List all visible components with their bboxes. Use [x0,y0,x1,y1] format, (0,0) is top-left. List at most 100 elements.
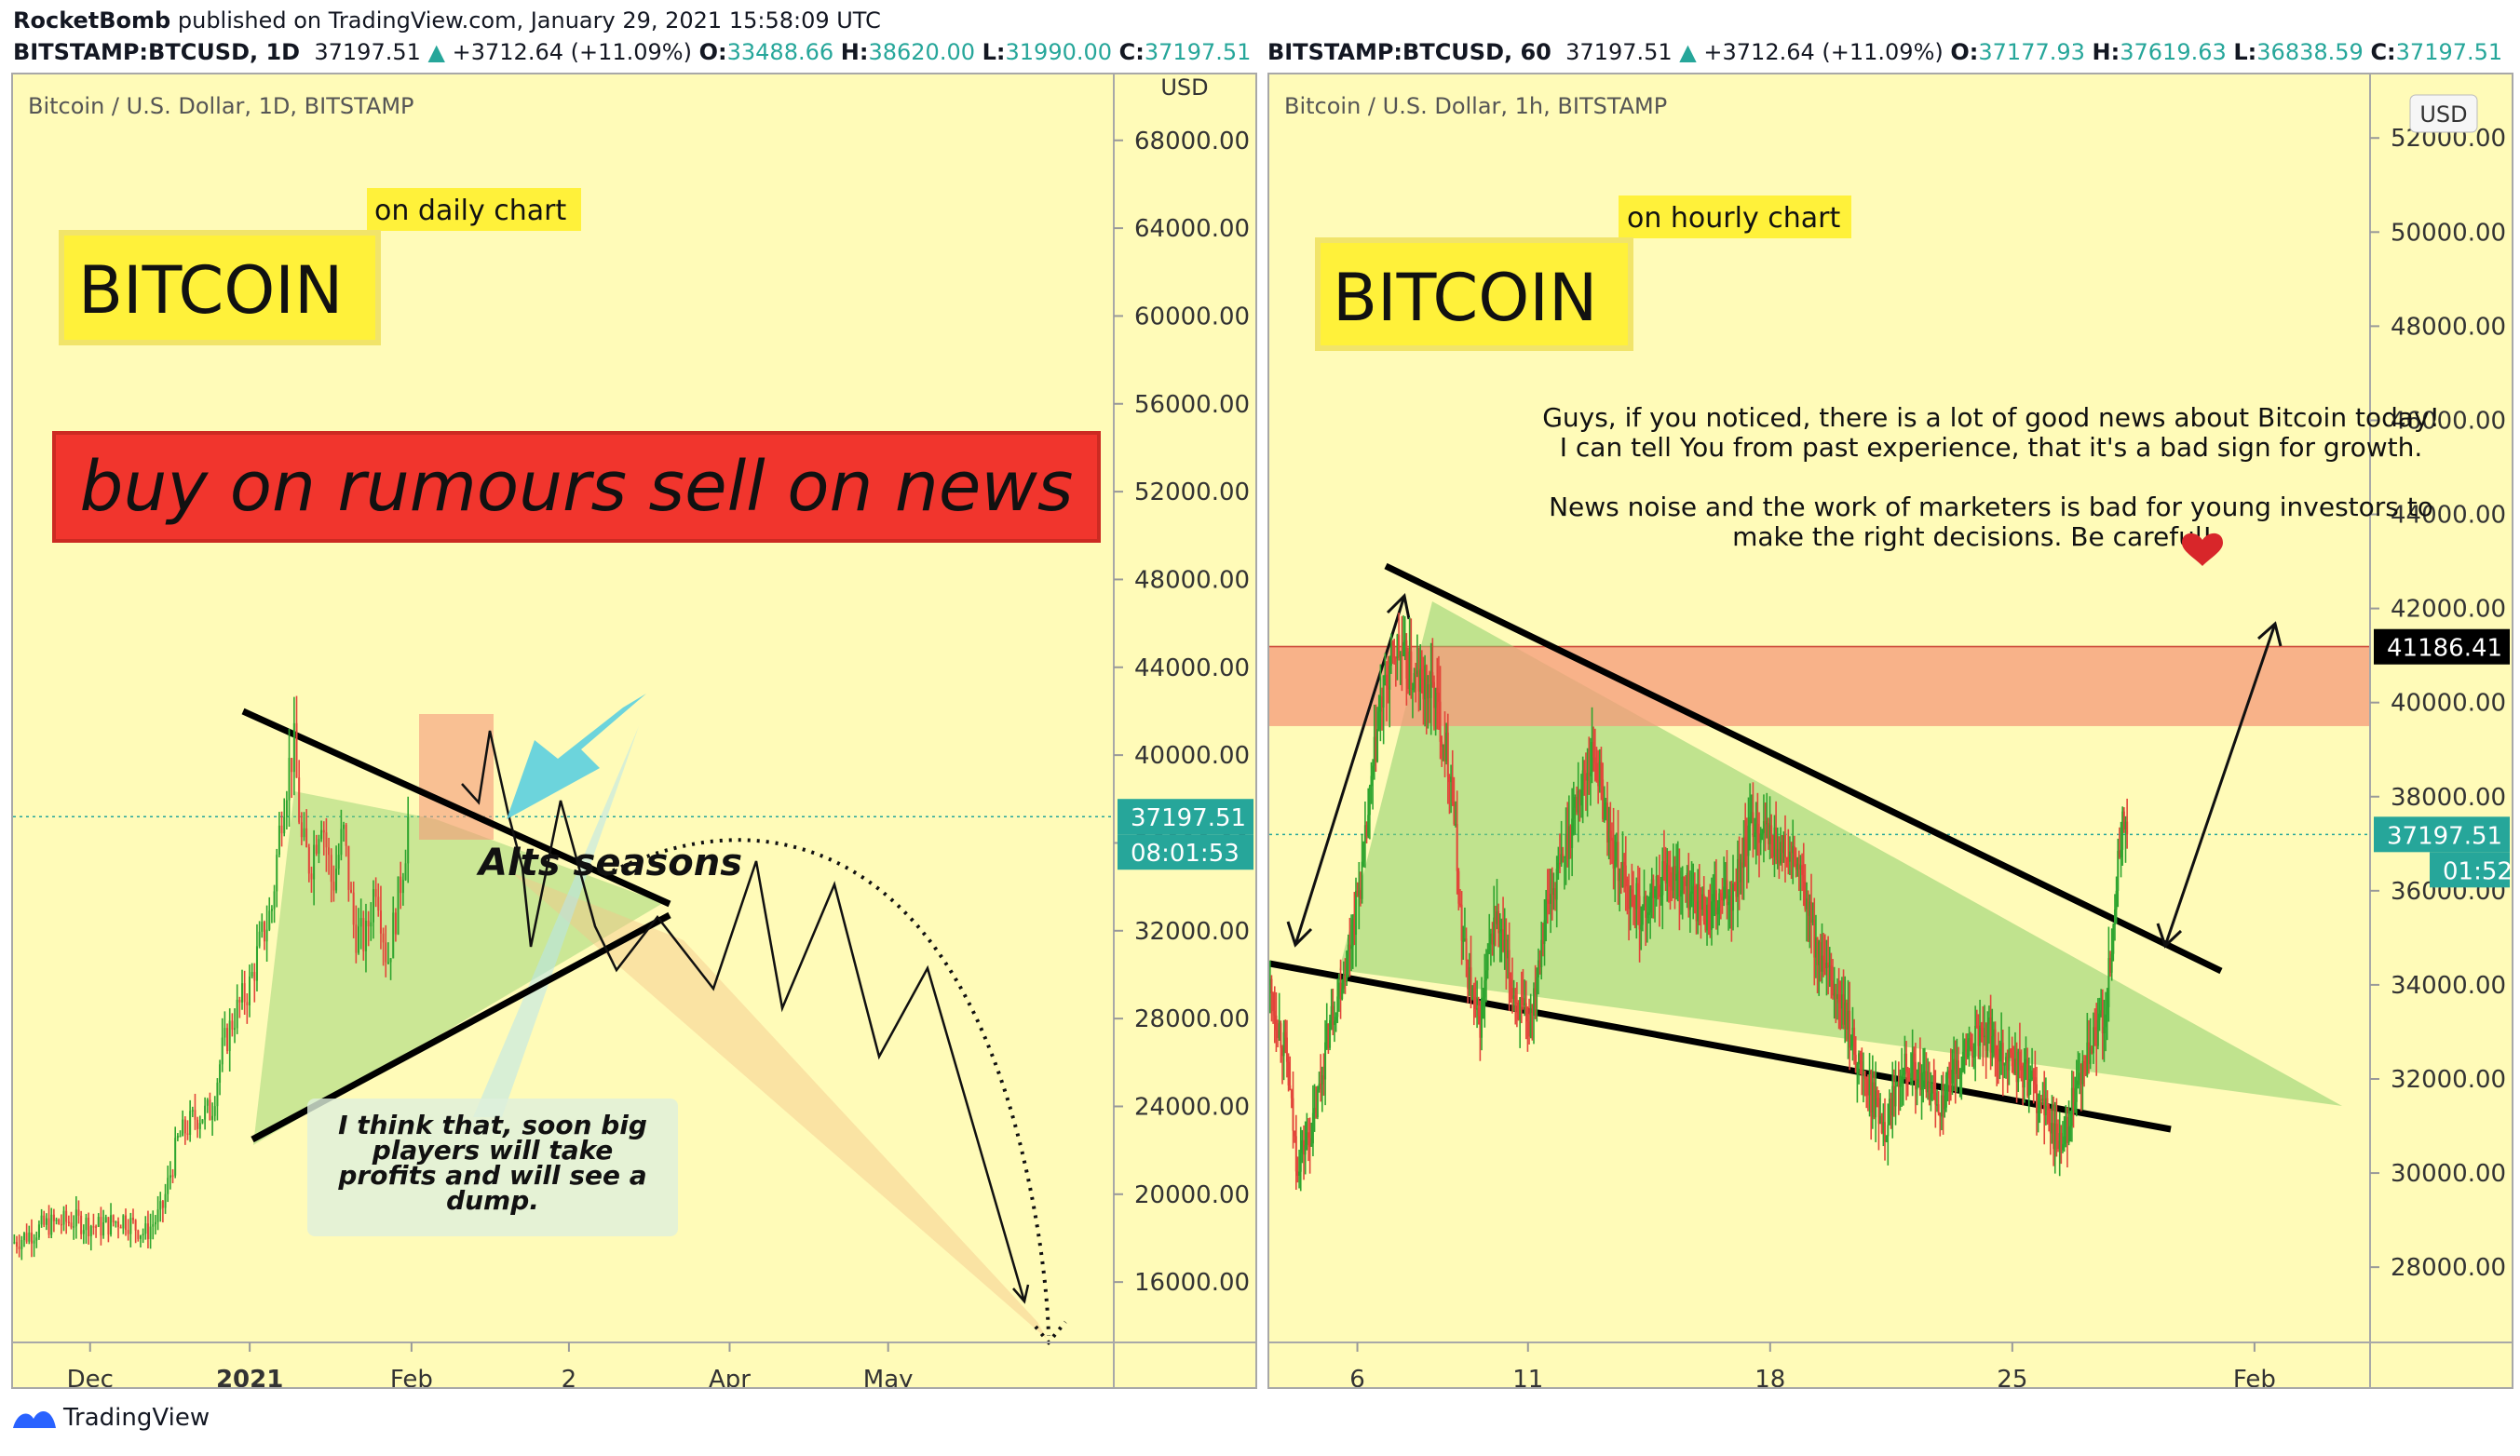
candle-body [1901,1075,1904,1077]
candle-body [2023,1063,2025,1088]
candle-body [1937,1104,1940,1114]
candle-body [1552,888,1555,895]
candle-body [1940,1095,1943,1117]
candle-body [1292,1098,1294,1131]
candle-body [2118,850,2120,857]
candle-body [1592,742,1595,758]
candle-body [122,1215,125,1229]
candle-body [1330,1005,1333,1020]
hourly-chart-panel[interactable]: 52000.00 50000.00 48000.00 46000.00 44000.00… [1267,73,2513,1389]
candle-body [1540,939,1543,967]
candle-body [1928,1082,1931,1100]
candle-body [194,1110,196,1120]
candle-body [216,1082,219,1107]
candle-body [1560,854,1563,865]
countdown-badge: 01:52 [2443,857,2512,885]
candle-body [1821,955,1823,972]
publisher-name[interactable]: RocketBomb [13,7,171,34]
candle-body [1992,1029,1995,1037]
candle-body [1528,1021,1531,1037]
candle-body [144,1223,147,1234]
candle-body [1986,1024,1989,1051]
currency-label[interactable]: USD [2419,101,2467,128]
candle-body [1318,1084,1321,1090]
candle-body [115,1221,117,1223]
candle-body [2065,1116,2067,1137]
candle-body [298,777,301,823]
candle-body [1747,825,1750,856]
candle-body [1429,672,1432,698]
candle-body [2092,1027,2094,1054]
x-tick-label: 2 [562,1366,577,1387]
candle-body [1695,901,1698,922]
candle-body [1413,672,1416,689]
candle-body [167,1178,169,1194]
currency-label[interactable]: USD [1160,74,1208,101]
candle-body [1996,1055,1998,1058]
candle-body [1939,1113,1942,1117]
candle-body [1681,876,1684,891]
candle-body [1980,1025,1983,1029]
candle-body [1389,666,1391,690]
open-label: O: [698,39,727,65]
candle-body [1609,830,1612,838]
currency-button[interactable] [2409,94,2478,133]
tradingview-brand[interactable]: TradingView [63,1404,210,1432]
high-value: 38620.00 [868,39,975,65]
hourly-chart-svg[interactable]: 52000.0050000.0048000.0046000.0044000.00… [1269,74,2512,1387]
candle-body [1325,1024,1328,1043]
candle-body [37,1224,40,1238]
candle-body [1595,762,1598,781]
candle-body [2122,811,2125,829]
candle-body [1930,1093,1932,1100]
candle-body [1813,919,1816,958]
candle-body [82,1230,85,1234]
candle-body [1519,997,1522,1020]
wedge-fill [1339,601,2342,1106]
candle-body [1514,995,1517,1003]
candle-body [2063,1136,2066,1144]
candle-body [1458,903,1461,906]
subtitle-label: on daily chart [374,195,567,227]
candle-body [1963,1040,1966,1052]
candle-body [1425,665,1428,699]
arrowhead [2257,621,2283,647]
candle-body [2083,1060,2086,1064]
candle-body [1272,993,1275,1012]
candle-body [1332,1005,1335,1025]
candle-body [161,1201,164,1208]
message-line: I can tell You from past experience, tha… [1560,432,2423,463]
daily-chart-svg[interactable]: 68000.00 64000.00 60000.00 56000.00 52000.00… [13,74,1255,1387]
candle-body [1481,997,1484,1038]
candle-body [1866,1079,1869,1096]
candle-body [1714,890,1717,915]
close-label: C: [1118,39,1145,65]
candle-body [2110,953,2113,973]
candle-body [1997,1058,1999,1062]
candle-body [1744,837,1747,840]
candle-body [305,828,308,847]
candle-body [2106,1006,2108,1015]
candle-body [1353,919,1356,936]
bitcoin-label-bg [59,230,381,345]
candle-body [1603,818,1605,820]
candle-body [1445,732,1448,762]
candle-body [1885,1136,1888,1142]
candle-body [1724,880,1727,887]
candle-body [1489,933,1492,944]
candle-body [1688,893,1691,910]
candle-body [1576,797,1578,813]
candle-body [283,816,286,834]
daily-chart-panel[interactable]: 68000.00 64000.00 60000.00 56000.00 52000.00… [11,73,1257,1389]
candle-body [2036,1084,2039,1113]
candle-body [2077,1080,2080,1085]
candle-body [1619,872,1621,882]
candle-body [335,869,338,891]
candle-body [1778,848,1781,864]
time-axis: 6 11 18 25 Feb [1349,1342,2276,1387]
candle-body [1443,744,1446,762]
candle-body [1965,1040,1968,1058]
candle-body [1524,1003,1527,1015]
candle-body [300,822,303,838]
candle-body [110,1215,113,1235]
